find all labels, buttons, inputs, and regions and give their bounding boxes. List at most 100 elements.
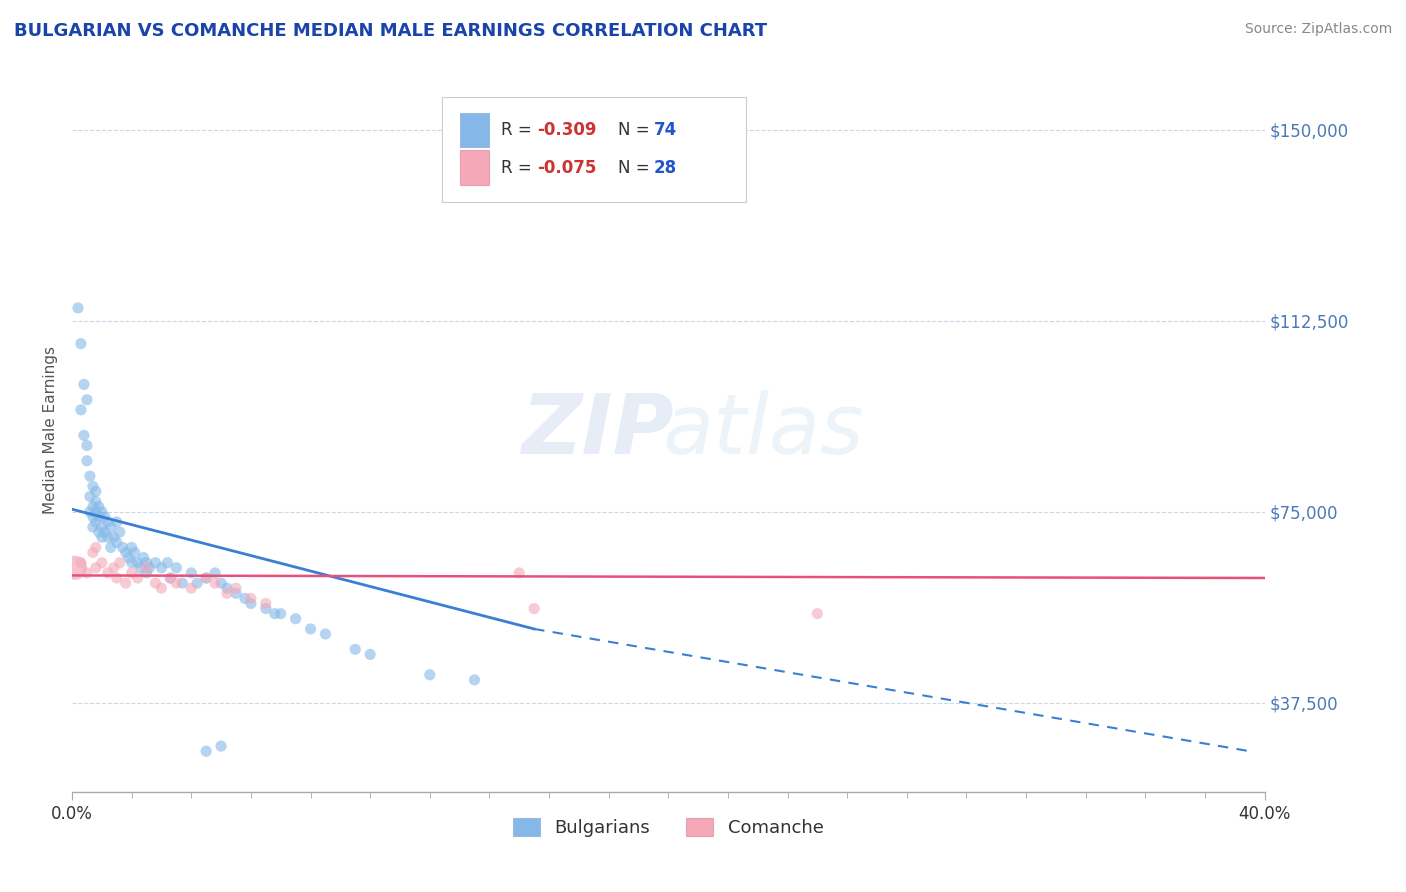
- Point: [180, 566, 202, 580]
- Point: [239, 597, 262, 611]
- Point: [215, 586, 238, 600]
- Point: [359, 648, 381, 662]
- Point: [70, 402, 93, 417]
- Point: [180, 581, 202, 595]
- Point: [159, 571, 181, 585]
- Point: [195, 744, 218, 758]
- Point: [270, 607, 292, 621]
- Point: [82, 520, 104, 534]
- Point: [118, 550, 141, 565]
- Point: [87, 525, 110, 540]
- Point: [82, 509, 104, 524]
- Point: [84, 494, 107, 508]
- Point: [127, 571, 149, 585]
- Point: [195, 571, 218, 585]
- Text: -0.075: -0.075: [537, 159, 596, 177]
- Point: [508, 566, 530, 580]
- Point: [79, 490, 101, 504]
- Point: [254, 597, 277, 611]
- Point: [215, 581, 238, 595]
- Point: [87, 509, 110, 524]
- Point: [344, 642, 367, 657]
- Point: [195, 571, 218, 585]
- Legend: Bulgarians, Comanche: Bulgarians, Comanche: [506, 811, 831, 845]
- Point: [70, 556, 93, 570]
- Point: [145, 576, 167, 591]
- Point: [94, 509, 117, 524]
- Point: [76, 566, 98, 580]
- Point: [70, 336, 93, 351]
- Point: [225, 586, 247, 600]
- Point: [114, 576, 136, 591]
- Point: [105, 535, 128, 549]
- Point: [239, 591, 262, 606]
- Point: [523, 601, 546, 615]
- Point: [121, 566, 143, 580]
- Point: [172, 576, 194, 591]
- Point: [463, 673, 485, 687]
- Text: BULGARIAN VS COMANCHE MEDIAN MALE EARNINGS CORRELATION CHART: BULGARIAN VS COMANCHE MEDIAN MALE EARNIN…: [14, 22, 768, 40]
- Point: [165, 576, 187, 591]
- Point: [82, 500, 104, 514]
- Point: [284, 612, 307, 626]
- Point: [100, 520, 122, 534]
- Point: [263, 607, 285, 621]
- Text: -0.309: -0.309: [537, 121, 596, 139]
- Point: [94, 525, 117, 540]
- Point: [129, 561, 152, 575]
- Text: ZIP: ZIP: [522, 390, 675, 471]
- Point: [299, 622, 322, 636]
- Point: [84, 561, 107, 575]
- Point: [79, 469, 101, 483]
- Point: [121, 541, 143, 555]
- Point: [82, 479, 104, 493]
- Point: [84, 505, 107, 519]
- Point: [111, 541, 134, 555]
- Text: Source: ZipAtlas.com: Source: ZipAtlas.com: [1244, 22, 1392, 37]
- Text: N =: N =: [619, 159, 655, 177]
- FancyBboxPatch shape: [460, 150, 489, 185]
- Point: [63, 561, 86, 575]
- Y-axis label: Median Male Earnings: Median Male Earnings: [44, 346, 58, 515]
- Point: [90, 556, 112, 570]
- Point: [66, 301, 89, 315]
- Point: [233, 591, 256, 606]
- Point: [79, 505, 101, 519]
- Point: [132, 550, 155, 565]
- Point: [150, 561, 173, 575]
- Point: [103, 530, 125, 544]
- Text: 74: 74: [654, 121, 678, 139]
- Point: [225, 581, 247, 595]
- Point: [204, 566, 226, 580]
- Point: [150, 581, 173, 595]
- Point: [135, 561, 157, 575]
- Point: [204, 576, 226, 591]
- Point: [97, 530, 120, 544]
- Point: [135, 556, 157, 570]
- Point: [156, 556, 179, 570]
- Point: [806, 607, 828, 621]
- Point: [159, 571, 181, 585]
- Point: [145, 556, 167, 570]
- Point: [76, 392, 98, 407]
- Point: [105, 571, 128, 585]
- FancyBboxPatch shape: [460, 112, 489, 147]
- Point: [108, 525, 131, 540]
- Point: [108, 556, 131, 570]
- Point: [121, 556, 143, 570]
- Point: [209, 576, 232, 591]
- Point: [76, 438, 98, 452]
- Point: [84, 541, 107, 555]
- Point: [90, 530, 112, 544]
- Text: 28: 28: [654, 159, 678, 177]
- Point: [314, 627, 336, 641]
- Point: [186, 576, 208, 591]
- Point: [114, 545, 136, 559]
- Point: [82, 545, 104, 559]
- Point: [100, 541, 122, 555]
- Point: [84, 484, 107, 499]
- Point: [73, 377, 96, 392]
- Point: [105, 515, 128, 529]
- Point: [209, 739, 232, 753]
- Point: [90, 520, 112, 534]
